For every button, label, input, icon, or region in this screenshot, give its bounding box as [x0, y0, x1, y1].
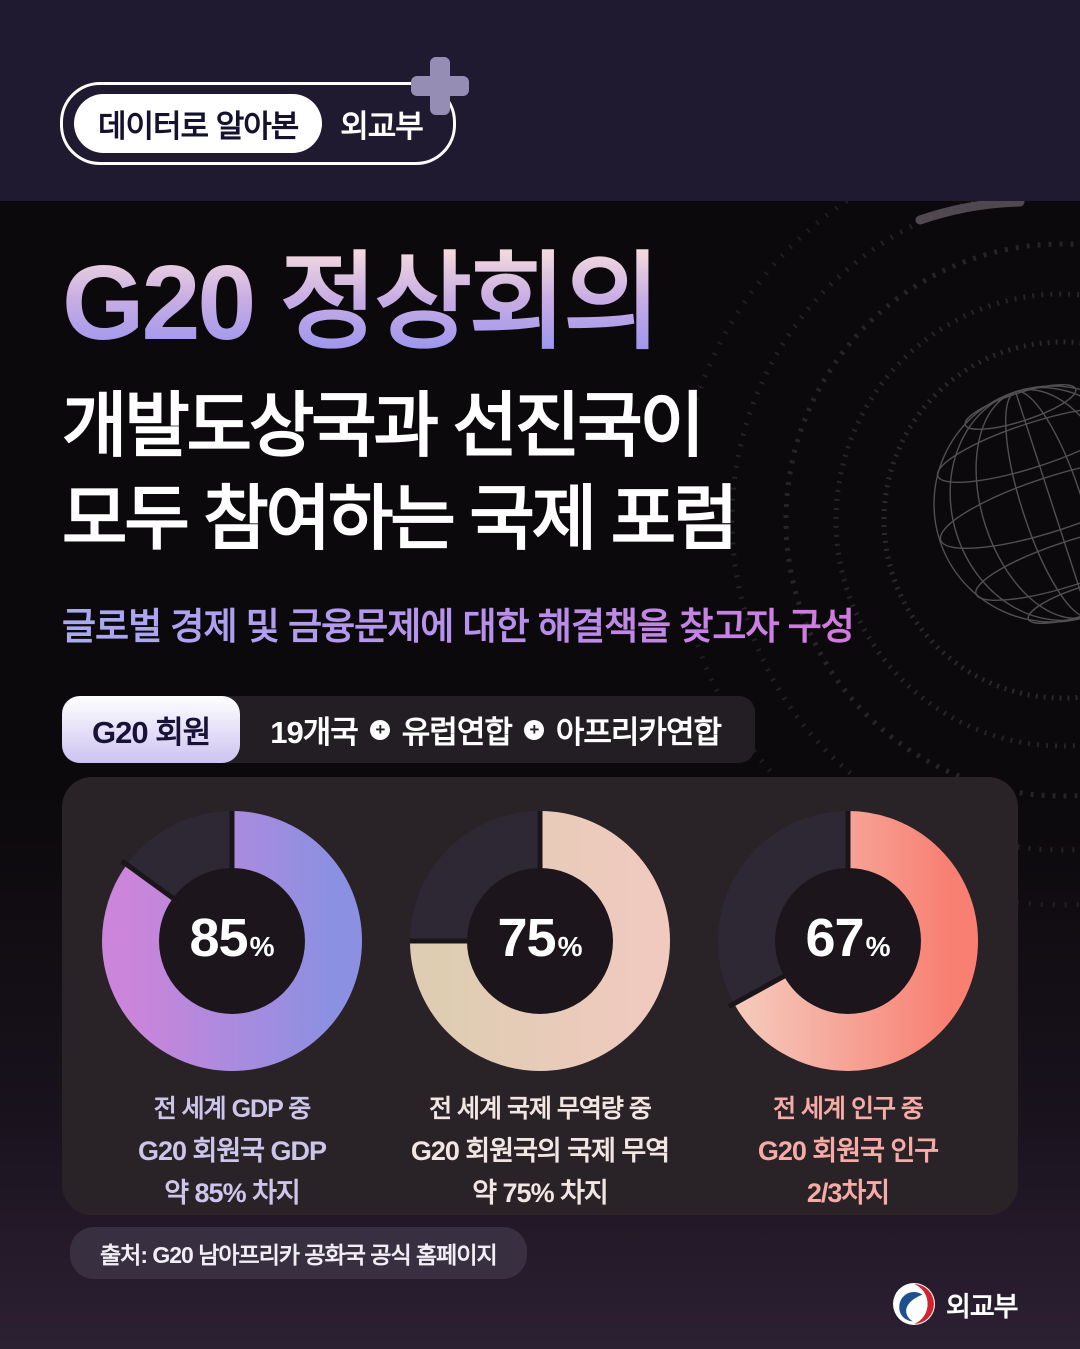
- donut-trade-ring: 75%: [410, 811, 670, 1071]
- badge-label-left: 데이터로 알아본: [74, 94, 323, 153]
- subtitle-line-1: 개발도상국과 선진국이: [62, 387, 705, 467]
- source-credit: 출처: G20 남아프리카 공화국 공식 홈페이지: [70, 1227, 527, 1279]
- badge-label-right: 외교부: [340, 109, 424, 144]
- plus-icon: [410, 57, 469, 115]
- membership-row: G20 회원 19개국 + 유럽연합 + 아프리카연합: [62, 696, 755, 763]
- donut-chart-population: 67% 전 세계 인구 중 G20 회원국 인구 2/3차지: [694, 811, 1002, 1215]
- membership-item-countries: 19개국: [270, 715, 359, 750]
- donut-chart-gdp: 85% 전 세계 GDP 중 G20 회원국 GDP 약 85% 차지: [78, 811, 386, 1215]
- subtitle-line-2: 모두 참여하는 국제 포럼: [62, 479, 738, 559]
- donut-trade-caption: 전 세계 국제 무역량 중 G20 회원국의 국제 무역 약 75% 차지: [410, 1095, 670, 1209]
- donut-gdp-percent: 85%: [189, 907, 275, 968]
- donut-gdp-ring: 85%: [102, 811, 362, 1071]
- mofa-logo: 외교부: [893, 1283, 1019, 1325]
- donut-gdp-caption: 전 세계 GDP 중 G20 회원국 GDP 약 85% 차지: [137, 1095, 327, 1209]
- header-badge: 데이터로 알아본 외교부: [60, 57, 469, 165]
- mofa-logo-text: 외교부: [946, 1291, 1019, 1322]
- membership-item-eu: 유럽연합: [401, 715, 513, 750]
- plus-circle-icon: +: [369, 719, 390, 740]
- plus-circle-icon: +: [523, 719, 544, 740]
- donut-trade-percent: 75%: [497, 907, 583, 968]
- donut-chart-trade: 75% 전 세계 국제 무역량 중 G20 회원국의 국제 무역 약 75% 차…: [386, 811, 694, 1215]
- korea-government-emblem-icon: [893, 1283, 935, 1325]
- page-subtitle: 개발도상국과 선진국이 모두 참여하는 국제 포럼: [62, 381, 1022, 566]
- page-title: G20 정상회의: [62, 247, 1022, 359]
- hero-section: G20 정상회의 개발도상국과 선진국이 모두 참여하는 국제 포럼 글로벌 경…: [62, 247, 1022, 650]
- donut-population-caption: 전 세계 인구 중 G20 회원국 인구 2/3차지: [757, 1095, 939, 1209]
- tagline: 글로벌 경제 및 금융문제에 대한 해결책을 찾고자 구성: [62, 596, 1022, 650]
- membership-label-pill: G20 회원: [62, 696, 241, 763]
- membership-items: 19개국 + 유럽연합 + 아프리카연합: [270, 696, 722, 763]
- donut-population-percent: 67%: [805, 907, 891, 968]
- charts-panel: 85% 전 세계 GDP 중 G20 회원국 GDP 약 85% 차지 75%: [62, 777, 1018, 1215]
- membership-item-au: 아프리카연합: [555, 715, 722, 750]
- donut-population-ring: 67%: [718, 811, 978, 1071]
